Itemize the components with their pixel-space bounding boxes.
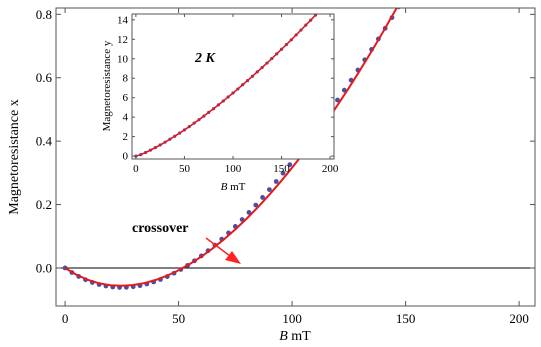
x-tick-label: 100	[282, 311, 302, 326]
data-point	[266, 187, 272, 192]
inset-x-tick-label: 100	[225, 163, 242, 175]
inset-background	[132, 14, 334, 159]
fit-line	[64, 8, 398, 287]
inset-axis-ticks: 0 50 100 150 200 0 2 4 6 8 10 12 14	[117, 14, 339, 175]
inset-y-tick-label: 2	[123, 131, 129, 143]
y-tick-label: 0.2	[36, 197, 52, 212]
x-tick-label: 50	[172, 311, 185, 326]
data-point	[253, 202, 259, 208]
x-tick-label: 150	[396, 311, 416, 326]
inset-x-tick-label: 200	[322, 163, 339, 175]
y-tick-label: 0.4	[36, 134, 53, 149]
x-axis-unit: mT	[288, 329, 311, 344]
inset-y-tick-label: 8	[123, 73, 129, 85]
crossover-arrowhead	[225, 251, 241, 264]
data-point	[260, 195, 265, 200]
inset-frame	[131, 13, 335, 160]
inset-data-point	[329, 0, 332, 1]
inset-y-tick-label: 14	[117, 14, 129, 26]
inset-x-tick-label: 0	[133, 163, 139, 175]
crossover-label: crossover	[132, 221, 189, 236]
x-axis-title: B mT	[279, 329, 311, 344]
inset-y-tick-label: 4	[123, 112, 129, 124]
inset-x-axis-variable: B	[221, 181, 228, 193]
inset-x-tick-label: 150	[273, 163, 290, 175]
inset-y-tick-label: 10	[117, 53, 129, 65]
inset-data-point	[324, 3, 327, 6]
y-tick-label: 0.6	[36, 70, 53, 85]
x-tick-label: 0	[62, 311, 69, 326]
y-tick-label: 0.0	[36, 260, 52, 275]
data-point	[335, 97, 340, 103]
inset-fit-curve	[135, 14, 318, 157]
inset-x-tick-label: 50	[179, 163, 191, 175]
y-axis-title: Magnetoresistance x	[7, 99, 22, 214]
inset-plot: 0 50 100 150 200 0 2 4 6 8 10 12 14 2 K B mT Magneto…	[101, 0, 339, 193]
data-point	[273, 179, 279, 184]
inset-x-axis-unit: mT	[227, 181, 245, 193]
inset-y-tick-label: 12	[117, 34, 128, 46]
x-tick-label: 200	[509, 311, 529, 326]
fit-curve	[64, 8, 398, 287]
crossover-arrow	[205, 237, 231, 257]
data-point	[287, 162, 293, 168]
inset-y-axis-title: Magnetoresistance y	[101, 40, 113, 131]
data-point	[280, 170, 286, 176]
inset-fit-line	[135, 14, 318, 157]
inset-x-axis-title: B mT	[221, 181, 246, 193]
inset-y-tick-label: 0	[123, 151, 129, 163]
y-tick-label: 0.8	[36, 7, 52, 22]
inset-data-point	[319, 8, 322, 11]
data-point	[246, 210, 252, 215]
inset-y-tick-label: 6	[123, 92, 129, 104]
inset-title: 2 K	[194, 51, 217, 66]
x-axis-variable: B	[279, 329, 288, 344]
plot-frame	[55, 7, 536, 307]
